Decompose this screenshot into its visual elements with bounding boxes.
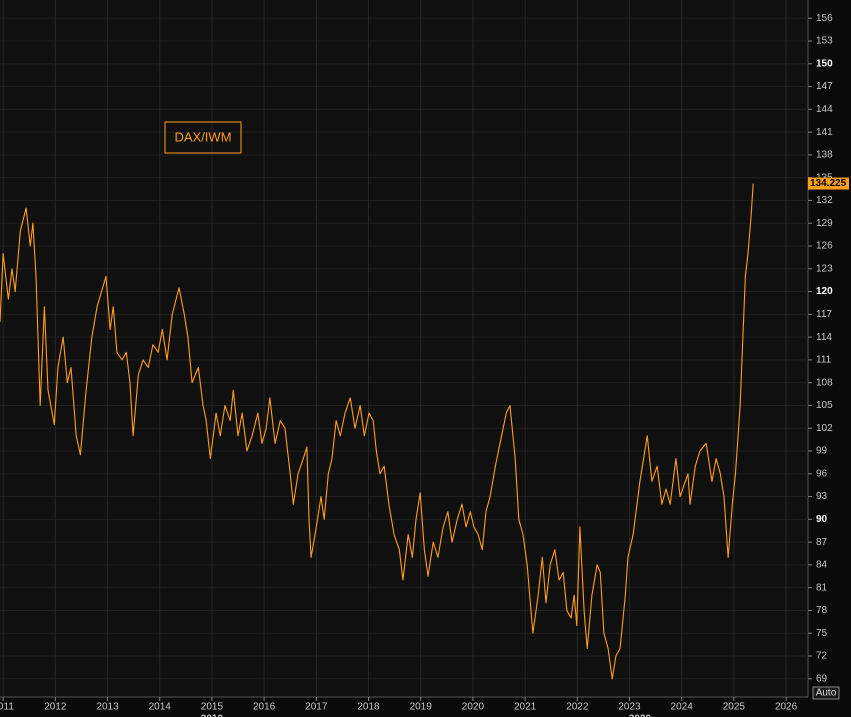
auto-button[interactable]: [812, 686, 840, 700]
y-tick-label: 144: [816, 104, 833, 115]
legend-label: DAX/IWM: [174, 129, 231, 144]
y-tick-label: 108: [816, 377, 833, 388]
x-tick-label: 2015: [201, 702, 224, 713]
y-tick-label: 78: [816, 605, 828, 616]
y-tick-label: 81: [816, 582, 828, 593]
y-tick-label: 69: [816, 673, 828, 684]
auto-label[interactable]: Auto: [816, 688, 837, 699]
y-tick-label: 99: [816, 446, 828, 457]
x-tick-label: 2022: [566, 702, 589, 713]
decade-label: 2010: [201, 714, 224, 717]
x-tick-label: 2018: [357, 702, 380, 713]
y-tick-label: 102: [816, 423, 833, 434]
x-tick-label: 2013: [96, 702, 119, 713]
legend-box: [164, 121, 242, 154]
y-tick-label: 153: [816, 36, 833, 47]
marks: [0, 183, 754, 680]
y-tick-label: 105: [816, 400, 833, 411]
y-tick-label: 123: [816, 263, 833, 274]
y-tick-label: 111: [816, 355, 832, 366]
y-tick-label: 129: [816, 218, 833, 229]
y-tick-label: 93: [816, 491, 828, 502]
x-tick-label: 2025: [723, 702, 746, 713]
y-tick-label: 156: [816, 13, 833, 24]
y-tick-label: 132: [816, 195, 833, 206]
x-tick-label: 2014: [149, 702, 172, 713]
y-tick-label: 141: [816, 127, 833, 138]
x-tick-label: 2020: [462, 702, 485, 713]
x-tick-label: 2017: [305, 702, 328, 713]
last-value-label: 134.225: [810, 178, 847, 189]
x-tick-label: 2024: [671, 702, 694, 713]
x-tick-label: 2016: [253, 702, 276, 713]
series-line: [0, 183, 754, 680]
grid: [0, 0, 808, 697]
x-tick-label: 2011: [0, 702, 14, 713]
y-tick-label: 126: [816, 241, 833, 252]
y-tick-label: 120: [816, 286, 833, 297]
y-tick-label: 90: [816, 514, 828, 525]
y-tick-label: 84: [816, 560, 828, 571]
x-tick-label: 2012: [44, 702, 67, 713]
plot-area: [0, 0, 808, 697]
y-tick-label: 117: [816, 309, 832, 320]
x-tick-label: 2019: [410, 702, 433, 713]
last-value-box: [808, 177, 849, 190]
x-tick-label: 2021: [514, 702, 537, 713]
y-tick-label: 147: [816, 81, 833, 92]
y-tick-label: 87: [816, 537, 828, 548]
y-tick-label: 150: [816, 58, 833, 69]
x-tick-label: 2026: [775, 702, 798, 713]
decade-label: 2020: [629, 714, 652, 717]
y-tick-label: 72: [816, 651, 828, 662]
y-tick-label: 138: [816, 150, 833, 161]
y-tick-label: 96: [816, 468, 828, 479]
y-tick-label: 114: [816, 332, 832, 343]
x-tick-label: 2023: [618, 702, 641, 713]
y-tick-label: 75: [816, 628, 828, 639]
